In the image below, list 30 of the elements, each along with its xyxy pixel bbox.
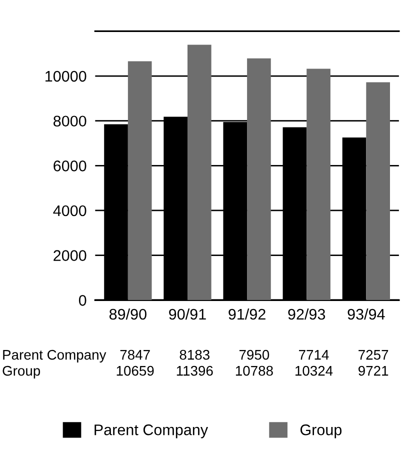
text: Parent Company bbox=[3, 350, 106, 362]
legend-label: Group bbox=[300, 424, 342, 438]
y-tick-label: 10000 bbox=[46, 70, 86, 82]
data-label: 7847 bbox=[120, 350, 150, 360]
y-tick-label: 6000 bbox=[54, 160, 86, 172]
x-tick-label: 93/94 bbox=[348, 308, 385, 320]
bar bbox=[128, 61, 152, 300]
bar bbox=[247, 58, 271, 300]
x-tick-label: 91/92 bbox=[228, 308, 266, 320]
data-label: 8183 bbox=[180, 350, 210, 360]
text: Group bbox=[2, 366, 40, 378]
y-tick-label: 0 bbox=[78, 294, 86, 306]
data-label: 7257 bbox=[358, 350, 388, 360]
bar bbox=[366, 82, 390, 300]
legend-label: Parent Company bbox=[94, 424, 208, 438]
x-tick-label: 89/90 bbox=[109, 308, 146, 320]
x-tick-label: 92/93 bbox=[288, 308, 326, 320]
data-label: 9721 bbox=[358, 366, 388, 376]
bar bbox=[306, 68, 330, 300]
y-tick-label: 8000 bbox=[54, 116, 86, 127]
y-tick-label: 4000 bbox=[53, 205, 86, 216]
data-label: 10788 bbox=[236, 366, 273, 376]
data-label: 10324 bbox=[296, 366, 333, 376]
data-label: 7714 bbox=[299, 350, 329, 360]
x-tick-label: 90/91 bbox=[169, 308, 206, 320]
data-label: 10659 bbox=[116, 366, 154, 376]
bar bbox=[187, 44, 212, 300]
data-label: 7950 bbox=[239, 350, 270, 360]
y-tick-label: 2000 bbox=[54, 250, 86, 261]
data-label: 11396 bbox=[176, 366, 213, 376]
